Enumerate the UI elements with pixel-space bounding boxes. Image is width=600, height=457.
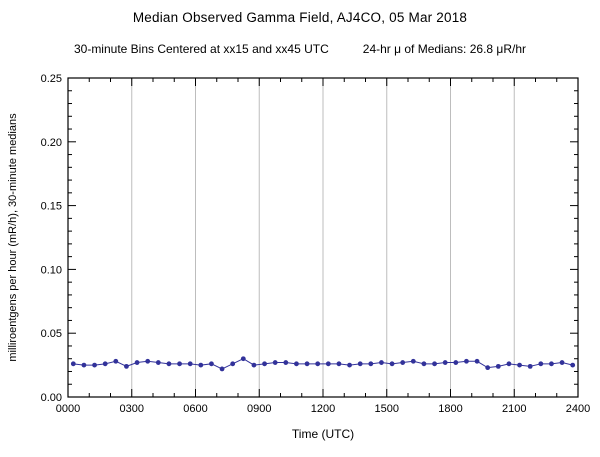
svg-text:0900: 0900 bbox=[247, 403, 271, 415]
axes: 0000 0300 0600 0900 1200 1500 1800 2100 2400 0.00… bbox=[41, 73, 591, 415]
svg-text:0600: 0600 bbox=[183, 403, 207, 415]
svg-text:1800: 1800 bbox=[438, 403, 462, 415]
svg-text:2100: 2100 bbox=[502, 403, 526, 415]
svg-text:0.00: 0.00 bbox=[41, 392, 62, 404]
svg-text:2400: 2400 bbox=[566, 403, 590, 415]
gridlines bbox=[131, 78, 515, 397]
svg-text:0000: 0000 bbox=[56, 403, 80, 415]
svg-text:0.10: 0.10 bbox=[41, 264, 62, 276]
svg-text:0.15: 0.15 bbox=[41, 201, 62, 213]
subtitle-mean-text: 24-hr μ of Medians: 26.8 μR/hr bbox=[362, 42, 527, 56]
median-series bbox=[70, 356, 576, 372]
svg-text:1200: 1200 bbox=[311, 403, 335, 415]
chart-title: Median Observed Gamma Field, AJ4CO, 05 M… bbox=[132, 10, 468, 25]
svg-text:1500: 1500 bbox=[375, 403, 399, 415]
svg-text:0.05: 0.05 bbox=[41, 328, 62, 340]
x-axis-label: Time (UTC) bbox=[292, 427, 354, 441]
svg-text:0.25: 0.25 bbox=[41, 73, 62, 85]
subtitle-bins-text: 30-minute Bins Centered at xx15 and xx45… bbox=[73, 42, 329, 56]
svg-text:0.20: 0.20 bbox=[41, 137, 62, 149]
chart-subtitle: 30-minute Bins Centered at xx15 and xx45… bbox=[0, 42, 600, 56]
y-axis-label: milliroentgens per hour (mR/h), 30-minut… bbox=[7, 113, 19, 362]
svg-text:0300: 0300 bbox=[120, 403, 144, 415]
